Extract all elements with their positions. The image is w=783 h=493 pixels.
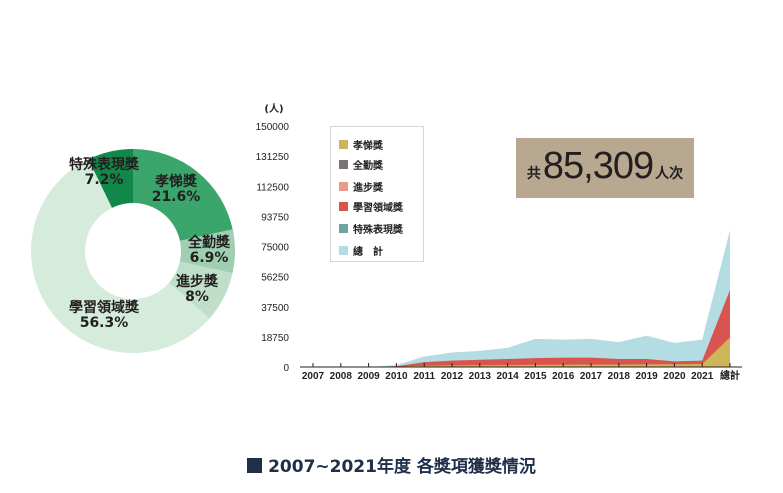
legend-swatch: [339, 139, 348, 149]
x-tick-label: 2018: [608, 371, 631, 382]
y-tick-label: 0: [283, 363, 289, 374]
total-value: 85,309: [542, 145, 654, 187]
legend-label: 進步獎: [353, 182, 383, 194]
chart-caption: 2007~2021年度 各獎項獲獎情況: [0, 452, 783, 477]
legend-swatch: [339, 181, 348, 191]
y-tick-label: 93750: [261, 212, 289, 223]
donut-slice-name: 學習領域獎: [69, 299, 140, 316]
x-tick-label: 2019: [635, 371, 658, 382]
donut-slice-percent: 7.2%: [85, 172, 124, 188]
x-tick-label: 2011: [413, 371, 435, 382]
donut-slice: [30, 159, 210, 354]
legend-item-total: 總 計: [339, 243, 383, 258]
x-tick-label: 2013: [469, 371, 492, 382]
area-series: [313, 229, 730, 367]
x-tick-label: 2016: [552, 371, 575, 382]
total-count-box: 共 85,309 人次: [516, 138, 694, 198]
x-tick-label: 2008: [330, 371, 353, 382]
legend-label: 學習領域獎: [353, 202, 403, 214]
legend-label: 總 計: [353, 246, 383, 258]
legend-swatch: [339, 223, 348, 233]
legend-swatch: [339, 245, 348, 255]
donut-slice-name: 全勤獎: [187, 234, 231, 251]
y-tick-label: 131250: [256, 152, 290, 163]
x-tick-label: 總計: [720, 369, 740, 382]
donut-slices: [30, 149, 236, 354]
legend-swatch: [339, 159, 348, 169]
legend-item-attendance: 全勤獎: [339, 157, 383, 172]
donut-slice-percent: 56.3%: [80, 315, 129, 331]
legend-item-progress: 進步獎: [339, 179, 383, 194]
legend-item-learning: 學習領域獎: [339, 199, 403, 214]
y-tick-label: 75000: [261, 243, 289, 254]
x-tick-label: 2020: [663, 371, 686, 382]
donut-slice-percent: 21.6%: [152, 189, 201, 205]
donut-slice-name: 孝悌獎: [154, 173, 198, 190]
x-tick-label: 2014: [496, 371, 519, 382]
total-suffix: 人次: [655, 166, 684, 182]
donut-slice: [88, 149, 133, 208]
x-tick-label: 2010: [385, 371, 408, 382]
y-axis-unit: (人): [264, 102, 283, 115]
y-tick-label: 18750: [261, 333, 289, 344]
donut-slice-name: 進步獎: [176, 273, 219, 290]
x-axis: 2007 2008 2009 2010 2011 2012 2013 2014 2015 2016…: [300, 363, 742, 382]
caption-text: 2007~2021年度 各獎項獲獎情況: [268, 457, 536, 477]
legend-swatch: [339, 201, 348, 211]
donut-slice: [179, 229, 236, 274]
y-tick-label: 150000: [256, 122, 290, 133]
x-tick-label: 2012: [441, 371, 464, 382]
y-tick-label: 56250: [261, 273, 289, 284]
x-tick-label: 2009: [357, 371, 380, 382]
area-series-5: [313, 229, 730, 367]
y-tick-label: 112500: [256, 182, 289, 193]
legend-label: 孝悌獎: [353, 140, 383, 152]
total-prefix: 共: [526, 166, 541, 182]
donut-slice-percent: 6.9%: [190, 250, 229, 266]
chart-legend: 孝悌獎 全勤獎 進步獎 學習領域獎 特殊表現獎 總 計: [330, 126, 424, 262]
donut-slice: [169, 261, 233, 319]
donut-slice: [133, 149, 233, 241]
donut-slice-name: 特殊表現獎: [69, 156, 140, 173]
y-axis: (人) 0 18750 37500 56250 75000 93750 112500 13125…: [256, 102, 290, 374]
donut-slice-percent: 8%: [185, 289, 209, 305]
legend-label: 全勤獎: [353, 160, 383, 172]
x-tick-label: 2021: [691, 371, 714, 382]
x-tick-label: 2007: [302, 371, 325, 382]
legend-label: 特殊表現獎: [353, 224, 403, 236]
legend-item-special: 特殊表現獎: [339, 221, 403, 236]
x-tick-label: 2017: [580, 371, 603, 382]
x-tick-label: 2015: [524, 371, 547, 382]
y-tick-label: 37500: [261, 303, 289, 314]
legend-item-filial: 孝悌獎: [339, 137, 383, 152]
caption-square-icon: [247, 458, 263, 473]
